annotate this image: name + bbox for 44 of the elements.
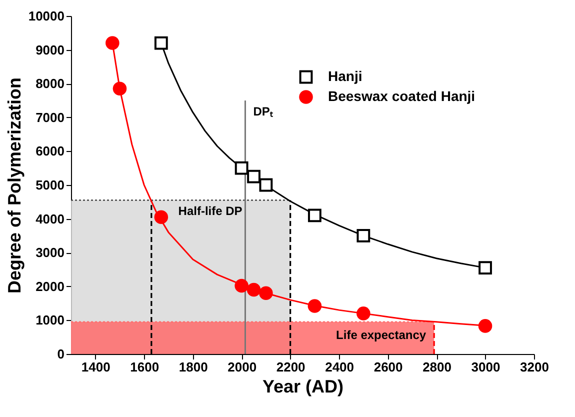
point xyxy=(247,170,260,184)
y-tick-label: 8000 xyxy=(36,76,64,92)
point xyxy=(234,278,248,293)
point xyxy=(112,82,127,96)
legend-label: Hanji xyxy=(328,68,362,84)
y-tick-label: 9000 xyxy=(36,42,64,58)
y-tick-label: 2000 xyxy=(36,278,64,294)
y-tick-label: 5000 xyxy=(36,178,64,192)
x-tick-label: 1400 xyxy=(81,360,110,374)
point xyxy=(308,299,322,313)
legend-label: Beeswax coated Hanji xyxy=(328,88,476,104)
x-tick-label: 2400 xyxy=(325,360,354,374)
point xyxy=(356,306,370,320)
y-tick-label: 7000 xyxy=(36,110,64,125)
y-tick-label: 1000 xyxy=(36,312,64,328)
x-tick-label: 1600 xyxy=(130,360,160,374)
y-tick-label: 3000 xyxy=(36,245,64,260)
y-tick-label: 10000 xyxy=(28,8,64,24)
point xyxy=(308,208,322,222)
annotation: Half-life DP xyxy=(178,204,242,218)
x-tick-label: 2000 xyxy=(228,360,257,374)
x-tick-label: 2800 xyxy=(422,360,452,374)
point xyxy=(246,282,261,297)
annotation: Life expectancy xyxy=(336,328,426,342)
series-label: DPₜ xyxy=(253,104,273,118)
point xyxy=(154,36,168,50)
point xyxy=(259,178,273,192)
point xyxy=(356,229,370,242)
y-tick-label: 0 xyxy=(57,346,64,362)
point xyxy=(154,210,168,224)
x-tick-label: 2200 xyxy=(276,360,306,374)
x-axis-title: Year (AD) xyxy=(262,376,344,396)
x-tick-label: 3000 xyxy=(471,360,500,374)
point xyxy=(234,161,248,175)
x-tick-label: 3200 xyxy=(520,360,549,374)
x-tick-label: 1800 xyxy=(178,360,208,374)
point xyxy=(259,286,273,300)
y-tick-label: 6000 xyxy=(36,144,64,159)
point xyxy=(478,319,492,333)
y-tick-label: 4000 xyxy=(36,211,64,226)
x-tick-label: 2600 xyxy=(374,360,403,374)
point xyxy=(478,261,492,275)
point xyxy=(106,36,120,50)
y-axis-title: Degree of Polymerization xyxy=(4,77,24,294)
